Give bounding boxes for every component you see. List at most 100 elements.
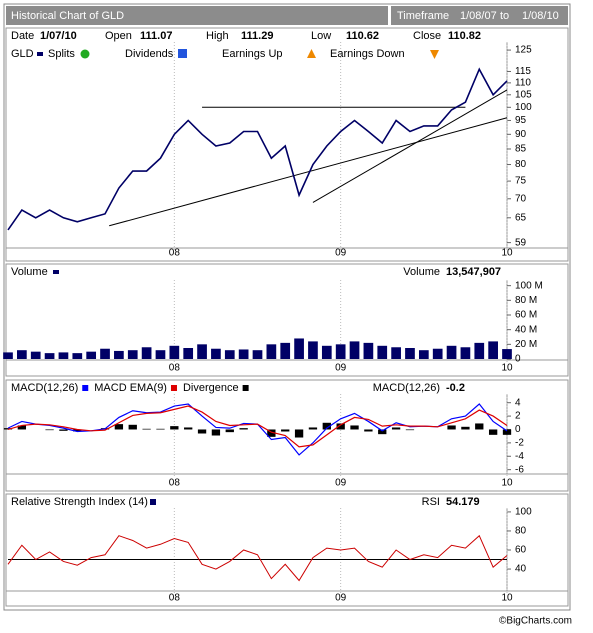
legend-label: Dividends [125, 48, 174, 60]
y-tick-label: -4 [515, 451, 524, 462]
readout-value: 13,547,907 [446, 266, 501, 278]
legend-icon [80, 49, 90, 59]
legend-label: Splits [48, 48, 75, 60]
x-tick-label: 10 [501, 363, 513, 374]
volume-bar [155, 350, 166, 359]
volume-bar [321, 345, 332, 359]
readout-label: MACD(12,26) [373, 382, 440, 394]
y-tick-label: 0 [515, 354, 521, 365]
divergence-bar [294, 429, 304, 438]
volume-bar [58, 352, 69, 359]
volume-bar [17, 350, 27, 359]
header-bar [6, 6, 388, 25]
y-tick-label: 80 [515, 526, 527, 537]
legend-label: Divergence [183, 382, 239, 394]
panel-frame [5, 493, 569, 607]
divergence-bar [391, 427, 401, 430]
volume-bar [44, 353, 55, 359]
legend-label: MACD(12,26) [11, 382, 78, 394]
volume-bar [224, 350, 235, 359]
x-tick-label: 09 [335, 478, 347, 489]
x-tick-label: 08 [169, 478, 181, 489]
y-tick-label: 95 [515, 115, 527, 126]
volume-bar [280, 342, 291, 359]
volume-bar [100, 348, 110, 359]
legend-swatch [37, 52, 43, 56]
legend-label: GLD [11, 48, 34, 60]
volume-bar [183, 348, 194, 359]
y-tick-label: 100 M [515, 280, 543, 291]
divergence-bar [267, 429, 276, 437]
timeframe-to-word: to [500, 10, 509, 22]
info-label: Low [311, 30, 331, 42]
divergence-bar [461, 426, 470, 430]
volume-bar [349, 341, 360, 359]
readout-value: 54.179 [446, 496, 480, 508]
y-tick-label: 100 [515, 507, 532, 518]
divergence-bar [488, 429, 498, 435]
divergence-bar [184, 427, 193, 430]
y-tick-label: 80 [515, 159, 527, 170]
x-tick-label: 10 [501, 593, 513, 604]
x-tick-label: 08 [169, 593, 181, 604]
panel-frame [5, 27, 569, 262]
panel-frame [5, 263, 569, 377]
legend-label: Earnings Up [222, 48, 283, 60]
volume-bar [169, 345, 180, 359]
volume-bar [363, 342, 374, 359]
divergence-bar [128, 424, 137, 430]
x-tick-label: 09 [335, 248, 347, 259]
timeframe-bar [391, 6, 568, 25]
footer: ©BigCharts.com [499, 616, 572, 627]
divergence-bar [336, 423, 345, 430]
volume-bar [446, 345, 457, 359]
volume-bar [460, 347, 471, 359]
divergence-bar [281, 429, 290, 432]
volume-bar [30, 351, 41, 359]
y-tick-label: -2 [515, 438, 524, 449]
divergence-bar [170, 426, 179, 430]
divergence-bar [197, 429, 207, 434]
panel-title: Volume [11, 266, 48, 278]
y-tick-label: 115 [515, 66, 531, 77]
divergence-bar [447, 425, 456, 430]
y-tick-label: 2 [515, 411, 521, 422]
y-tick-label: 80 M [515, 295, 537, 306]
info-label: Close [413, 30, 441, 42]
volume-bar [252, 350, 263, 359]
y-tick-label: 40 M [515, 324, 537, 335]
legend-swatch [53, 270, 59, 274]
divergence-bar [114, 424, 124, 430]
volume-bar [86, 351, 97, 359]
y-tick-label: 85 [515, 144, 527, 155]
volume-bar [335, 344, 346, 359]
legend-swatch [150, 499, 156, 505]
readout-value: -0.2 [446, 382, 465, 394]
volume-bar [308, 341, 318, 359]
info-value: 110.82 [448, 30, 481, 42]
volume-bar [405, 348, 415, 359]
volume-bar [377, 345, 388, 359]
divergence-bar [142, 428, 151, 430]
info-label: Date [11, 30, 34, 42]
volume-bar [391, 347, 401, 359]
info-value: 111.07 [140, 30, 172, 42]
panel-frame [5, 379, 569, 492]
info-label: Open [105, 30, 132, 42]
series-line [7, 405, 508, 448]
y-tick-label: 75 [515, 176, 527, 187]
divergence-bar [45, 429, 54, 431]
readout-label: RSI [422, 496, 440, 508]
x-tick-label: 09 [335, 363, 347, 374]
outer-frame [3, 3, 571, 611]
divergence-bar [211, 429, 221, 436]
divergence-bar [59, 429, 68, 431]
info-value: 110.62 [346, 30, 379, 42]
volume-bar [3, 352, 13, 359]
y-tick-label: 90 [515, 129, 527, 140]
divergence-bar [73, 429, 82, 432]
volume-bar [432, 348, 443, 359]
timeframe-from: 1/08/07 [460, 10, 497, 22]
divergence-bar [239, 428, 248, 430]
